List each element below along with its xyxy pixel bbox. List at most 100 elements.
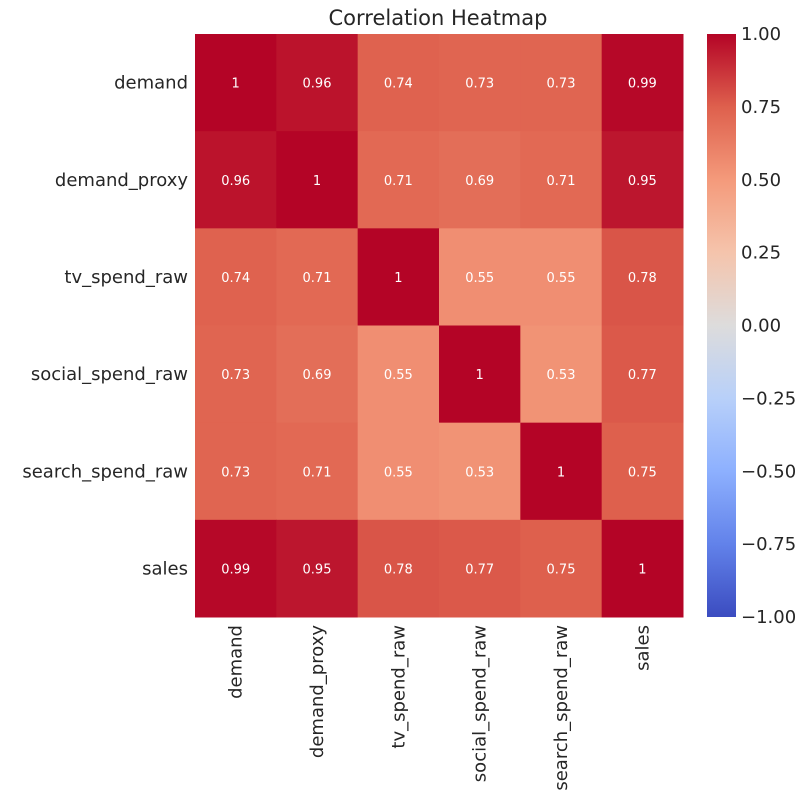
cell-annotation: 1 [638,562,646,577]
heatmap-cell [357,325,440,424]
x-tick-label: search_spend_raw [551,625,572,791]
cell-annotation: 1 [232,77,240,92]
heatmap-cell [601,228,684,326]
cell-annotation: 0.75 [628,465,657,480]
colorbar [707,34,736,617]
heatmap-cells: 1 0.96 0.74 0.73 0.73 0.99 0.96 1 0.71 0.69 0.71 0.… [195,34,684,618]
heatmap-cell [357,131,440,229]
cell-annotation: 0.69 [465,174,494,189]
heatmap-cell [601,325,684,424]
cell-annotation: 0.96 [303,77,332,92]
heatmap-cell [439,228,521,326]
x-axis-tick-labels: demand demand_proxy tv_spend_raw social_spe… [226,625,654,791]
heatmap-cell [276,325,359,424]
cell-annotation: 1 [476,368,484,383]
cell-annotation: 1 [394,271,402,286]
heatmap-cell [357,228,440,326]
colorbar-tick-label: −0.50 [741,461,796,482]
y-tick-label: tv_spend_raw [64,267,188,288]
cell-annotation: 1 [557,465,565,480]
heatmap-cell [276,228,359,326]
colorbar-tick-label: 0.50 [741,170,781,191]
cell-annotation: 0.95 [628,174,657,189]
colorbar-tick-label: 0.25 [741,243,781,264]
heatmap-cell [195,34,277,132]
cell-annotation: 0.71 [384,174,413,189]
heatmap-cell [276,131,359,229]
cell-annotation: 0.71 [547,174,576,189]
x-tick-label: demand_proxy [307,625,328,758]
x-tick-label: social_spend_raw [470,625,491,782]
y-tick-label: search_spend_raw [22,461,188,482]
colorbar-ticks: 1.00 0.75 0.50 0.25 0.00 −0.25 −0.50 −0.75 −1.00 [741,24,796,628]
cell-annotation: 0.99 [221,562,250,577]
y-axis-tick-labels: demand demand_proxy tv_spend_raw social_spe… [22,73,188,580]
cell-annotation: 0.99 [628,77,657,92]
cell-annotation: 0.71 [303,465,332,480]
y-tick-label: social_spend_raw [31,364,188,385]
cell-annotation: 0.96 [221,174,250,189]
cell-annotation: 0.55 [547,271,576,286]
cell-annotation: 0.73 [547,77,576,92]
chart-title: Correlation Heatmap [329,6,548,30]
cell-annotation: 0.77 [628,368,657,383]
cell-annotation: 0.95 [303,562,332,577]
heatmap-cell [439,34,521,132]
heatmap-cell [195,131,277,229]
y-tick-label: sales [142,558,188,579]
cell-annotation: 0.78 [384,562,413,577]
colorbar-tick-label: −1.00 [741,607,796,628]
heatmap-cell [195,422,277,521]
colorbar-tick-label: −0.25 [741,388,796,409]
x-tick-label: sales [632,625,653,671]
heatmap-cell [439,131,521,229]
heatmap-cell [276,422,359,521]
x-tick-label: demand [226,625,247,699]
cell-annotation: 0.78 [628,271,657,286]
cell-annotation: 0.55 [384,368,413,383]
heatmap-cell [439,422,521,521]
cell-annotation: 0.74 [221,271,250,286]
cell-annotation: 0.69 [303,368,332,383]
heatmap-cell [601,519,684,618]
heatmap-cell [195,228,277,326]
x-tick-label: tv_spend_raw [388,625,409,749]
cell-annotation: 0.73 [465,77,494,92]
cell-annotation: 0.73 [221,368,250,383]
heatmap-cell [520,422,603,521]
cell-annotation: 0.53 [547,368,576,383]
cell-annotation: 0.55 [465,271,494,286]
heatmap-cell [195,325,277,424]
colorbar-tick-label: 0.00 [741,316,781,337]
colorbar-tick-label: 1.00 [741,24,781,45]
heatmap-cell [276,34,359,132]
cell-annotation: 1 [313,174,321,189]
cell-annotation: 0.71 [303,271,332,286]
colorbar-tick-label: 0.75 [741,97,781,118]
heatmap-cell [276,519,359,618]
cell-annotation: 0.74 [384,77,413,92]
heatmap-cell [357,422,440,521]
heatmap-cell [195,519,277,618]
heatmap-cell [520,519,603,618]
cell-annotation: 0.75 [547,562,576,577]
cell-annotation: 0.73 [221,465,250,480]
colorbar-tick-label: −0.75 [741,534,796,555]
cell-annotation: 0.55 [384,465,413,480]
heatmap-cell [520,228,603,326]
heatmap-cell [357,519,440,618]
heatmap-cell [601,422,684,521]
heatmap-cell [357,34,440,132]
cell-annotation: 0.53 [465,465,494,480]
y-tick-label: demand_proxy [55,170,188,191]
y-tick-label: demand [114,73,188,94]
cell-annotation: 0.77 [465,562,494,577]
heatmap-cell [439,519,521,618]
heatmap-cell [601,34,684,132]
heatmap-cell [520,131,603,229]
heatmap-cell [601,131,684,229]
heatmap-cell [439,325,521,424]
heatmap-cell [520,325,603,424]
heatmap-cell [520,34,603,132]
